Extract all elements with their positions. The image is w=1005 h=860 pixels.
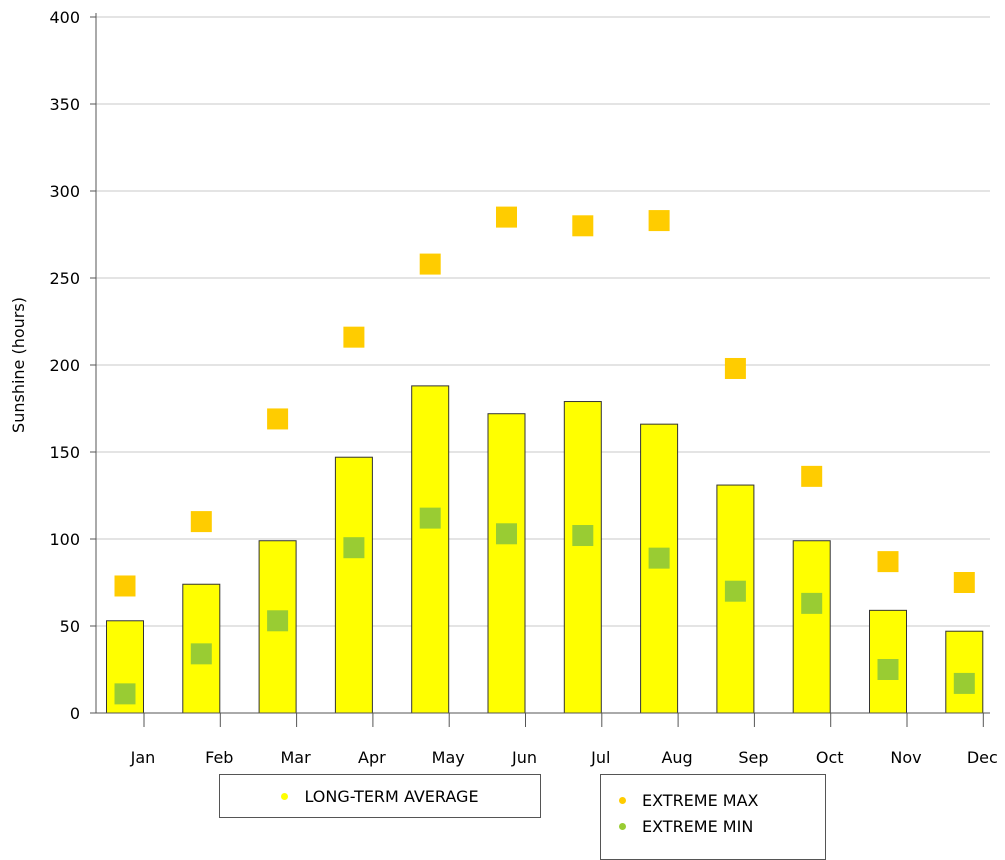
max-marker-apr xyxy=(343,326,365,348)
y-axis-title: Sunshine (hours) xyxy=(9,297,28,433)
max-marker-mar xyxy=(267,408,289,430)
max-marker-oct xyxy=(801,465,823,487)
y-tick-label: 100 xyxy=(49,530,80,549)
min-marker-may xyxy=(419,507,441,529)
y-tick-label: 250 xyxy=(49,269,80,288)
axes: 0 50 100 150 200 250 300 350 400 Jan Feb Mar Apr May J… xyxy=(49,8,997,767)
min-marker-jan xyxy=(114,683,136,705)
legend-average: LONG-TERM AVERAGE xyxy=(219,774,541,818)
min-marker-jul xyxy=(572,525,594,547)
min-marker-feb xyxy=(190,643,212,665)
legend-item-min: EXTREME MIN xyxy=(619,813,825,839)
x-tick-label-feb: Feb xyxy=(205,748,233,767)
legend-average-dot-icon xyxy=(281,792,289,800)
y-tick-label: 150 xyxy=(49,443,80,462)
x-tick-label-mar: Mar xyxy=(281,748,312,767)
x-tick-label-nov: Nov xyxy=(890,748,921,767)
y-tick-label: 200 xyxy=(49,356,80,375)
legend-max-dot-icon xyxy=(619,796,626,804)
min-marker-mar xyxy=(267,610,289,632)
max-marker-jan xyxy=(114,575,136,597)
min-marker-apr xyxy=(343,537,365,559)
x-tick-label-oct: Oct xyxy=(816,748,844,767)
min-marker-sep xyxy=(724,580,746,602)
legend-min-dot-icon xyxy=(619,822,626,830)
markers xyxy=(114,206,975,705)
legend-min-label: EXTREME MIN xyxy=(642,816,754,836)
min-marker-oct xyxy=(801,592,823,614)
x-tick-label-jul: Jul xyxy=(590,748,610,767)
x-tick-label-jan: Jan xyxy=(130,748,156,767)
max-marker-feb xyxy=(190,511,212,533)
x-tick-label-jun: Jun xyxy=(511,748,537,767)
bars xyxy=(106,385,984,714)
max-marker-sep xyxy=(724,357,746,379)
y-tick-label: 400 xyxy=(49,8,80,27)
min-marker-jun xyxy=(496,523,517,545)
legend-average-label: LONG-TERM AVERAGE xyxy=(304,786,479,806)
min-marker-aug xyxy=(648,547,670,569)
min-marker-dec xyxy=(953,672,975,694)
max-marker-jul xyxy=(572,215,594,237)
bar-oct xyxy=(792,540,831,714)
max-marker-aug xyxy=(648,210,670,232)
max-marker-nov xyxy=(877,551,899,573)
bar-jul xyxy=(563,401,602,714)
max-marker-may xyxy=(419,253,441,275)
x-tick-label-apr: Apr xyxy=(358,748,386,767)
x-tick-label-may: May xyxy=(432,748,465,767)
bar-may xyxy=(411,385,450,714)
x-tick-label-sep: Sep xyxy=(738,748,768,767)
legend-max-label: EXTREME MAX xyxy=(642,790,759,810)
x-tick-label-aug: Aug xyxy=(661,748,692,767)
bar-apr xyxy=(334,456,373,714)
y-tick-label: 300 xyxy=(49,182,80,201)
y-tick-label: 350 xyxy=(49,95,80,114)
legend-extremes: EXTREME MAX EXTREME MIN xyxy=(600,774,826,860)
bar-dec xyxy=(945,630,984,714)
x-tick-label-dec: Dec xyxy=(967,748,998,767)
gridlines xyxy=(96,16,990,627)
legend-item-average: LONG-TERM AVERAGE xyxy=(281,783,479,809)
legend-item-max: EXTREME MAX xyxy=(619,787,825,813)
min-marker-nov xyxy=(877,659,899,680)
bar-jun xyxy=(487,413,526,714)
y-tick-label: 0 xyxy=(70,704,80,723)
y-tick-label: 50 xyxy=(60,617,80,636)
max-marker-dec xyxy=(953,572,975,593)
max-marker-jun xyxy=(496,206,517,228)
